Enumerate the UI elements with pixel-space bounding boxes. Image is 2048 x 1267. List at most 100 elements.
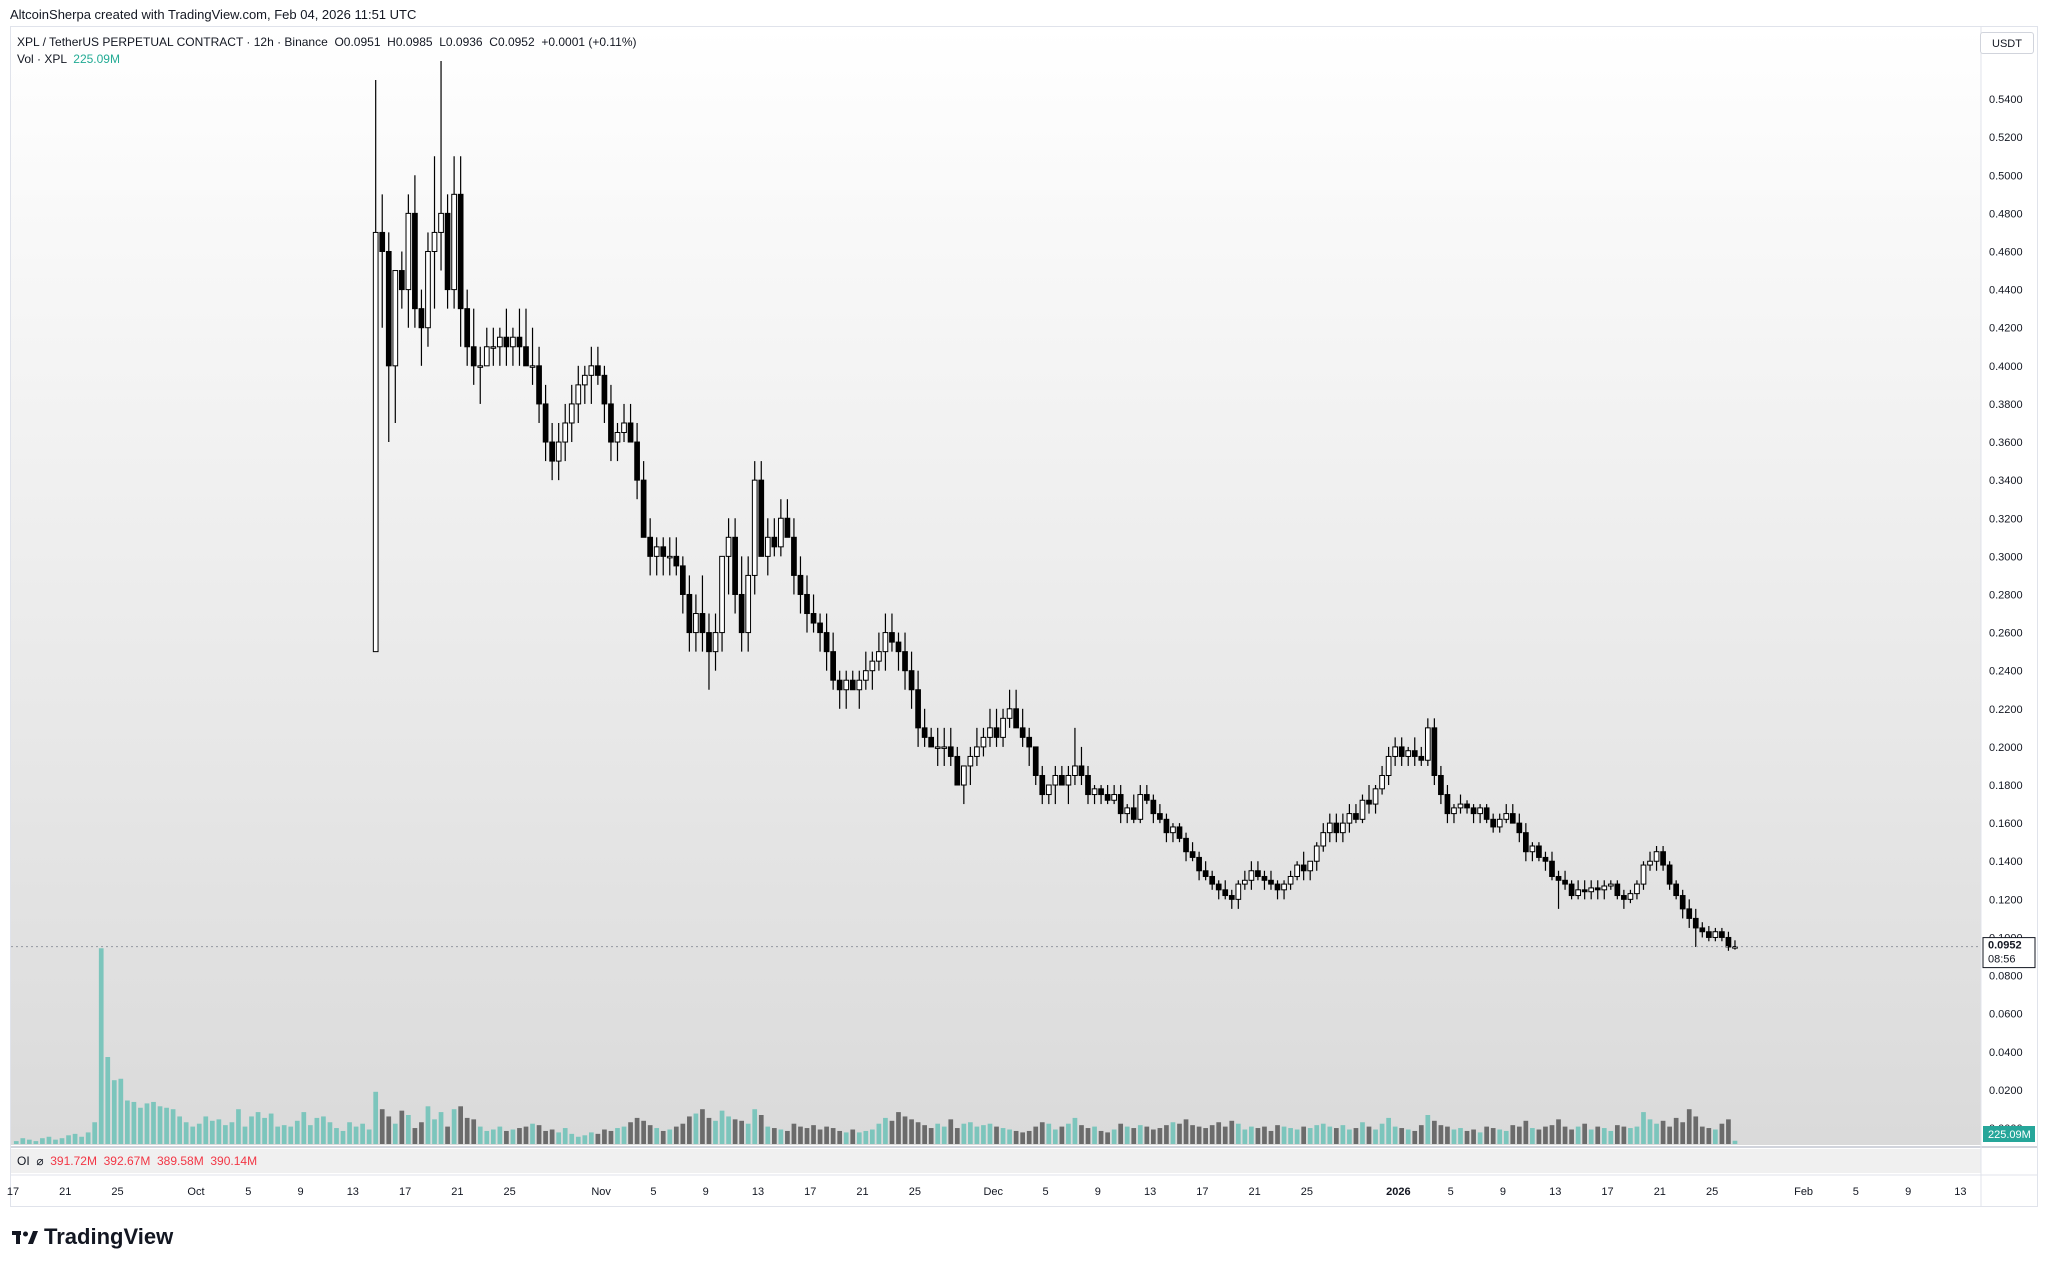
time-tick-label: 13	[752, 1186, 764, 1198]
candle-body	[1575, 889, 1581, 897]
candle-body	[732, 536, 738, 595]
volume-bar	[1549, 1125, 1555, 1144]
volume-bar	[588, 1132, 594, 1144]
candle-body	[686, 593, 693, 634]
volume-bar	[125, 1100, 130, 1144]
candle-body	[993, 727, 1000, 738]
price-tick-label: 0.5000	[1989, 170, 2023, 182]
volume-bar	[1353, 1128, 1359, 1144]
candle-body	[1372, 788, 1379, 805]
candle-body	[666, 555, 673, 559]
volume-bar	[1235, 1123, 1241, 1144]
candle-body	[830, 651, 836, 681]
time-axis[interactable]: 17 21 25 Oct 5 9 13 17 21 25 Nov 5 9 13 17 21 25 Dec 5 9 13 1…	[7, 1186, 1967, 1198]
candle-body	[1444, 794, 1451, 815]
candle-body	[562, 422, 569, 443]
volume-bar	[347, 1122, 352, 1144]
volume-bar	[843, 1132, 849, 1144]
currency-button[interactable]: USDT	[1980, 32, 2034, 54]
candle-body	[510, 336, 516, 348]
candle-body	[1712, 931, 1719, 938]
volume-bar	[1595, 1126, 1601, 1144]
volume-bar	[209, 1120, 215, 1144]
price-tick-label: 0.2200	[1989, 704, 2023, 716]
candle-body	[1137, 794, 1144, 820]
candle-body	[974, 746, 980, 757]
volume-bar	[1000, 1128, 1006, 1144]
candle-body	[1287, 875, 1294, 885]
price-tick-label: 0.2600	[1989, 628, 2023, 640]
volume-bar	[1327, 1126, 1333, 1144]
time-tick-label: Dec	[983, 1186, 1003, 1198]
volume-bar	[758, 1115, 764, 1144]
oi-label[interactable]: OI	[17, 1154, 30, 1168]
tradingview-logo-icon	[12, 1231, 38, 1244]
oi-value-1: 391.72M	[50, 1154, 97, 1168]
volume-bar	[1288, 1128, 1293, 1144]
candle-body	[1340, 822, 1346, 834]
brand-logo[interactable]: TradingView	[12, 1224, 173, 1250]
price-tick-label: 0.3000	[1989, 551, 2023, 563]
legend-symbol[interactable]: XPL / TetherUS PERPETUAL CONTRACT · 12h …	[17, 35, 328, 49]
volume-bar	[392, 1123, 398, 1144]
volume-bar	[268, 1113, 274, 1144]
candle-body	[1457, 803, 1464, 809]
candle-body	[987, 727, 993, 738]
price-tag-price: 0.0952	[1988, 940, 2022, 952]
legend-o-label: O	[334, 35, 344, 49]
volume-bar	[549, 1129, 555, 1144]
candle-body	[849, 679, 856, 691]
volume-bar	[798, 1126, 803, 1144]
candle-body	[1235, 883, 1242, 900]
volume-bar	[1320, 1123, 1326, 1144]
volume-bar	[647, 1125, 653, 1144]
price-tick-label: 0.4600	[1989, 246, 2023, 258]
candle-body	[745, 574, 752, 634]
candle-body	[1111, 794, 1118, 801]
candle-body	[523, 346, 529, 367]
volume-bar	[353, 1126, 359, 1144]
candle-body	[1379, 774, 1385, 790]
candle-body	[1725, 936, 1732, 948]
time-tick-label: Feb	[1794, 1186, 1813, 1198]
candle-body	[1392, 746, 1399, 757]
candle-body	[575, 384, 582, 405]
volume-bar	[850, 1129, 856, 1144]
volume-bar	[830, 1128, 836, 1144]
volume-bar	[138, 1107, 143, 1144]
candle-body	[1104, 794, 1111, 801]
candle-body	[1418, 755, 1425, 761]
volume-bar	[131, 1101, 137, 1144]
volume-legend-label[interactable]: Vol · XPL	[17, 52, 67, 66]
time-tick-label: 9	[1905, 1186, 1911, 1198]
volume-bar	[915, 1122, 921, 1144]
volume-bar	[706, 1117, 712, 1144]
candle-body	[856, 679, 863, 691]
candle-body	[1065, 774, 1072, 786]
price-tick-label: 0.2400	[1989, 666, 2023, 678]
volume-bar	[1340, 1125, 1346, 1144]
candles	[372, 60, 1738, 951]
candle-body	[1621, 895, 1627, 900]
volume-bar	[1628, 1128, 1633, 1144]
time-tick-label: 2026	[1386, 1186, 1410, 1198]
volume-bar	[406, 1115, 411, 1144]
price-axis[interactable]: 0.00000.02000.04000.06000.08000.10000.12…	[1989, 94, 2023, 1135]
volume-bar	[1059, 1126, 1065, 1144]
volume-bar	[190, 1126, 196, 1144]
volume-bar	[1536, 1129, 1542, 1144]
volume-bar	[1490, 1128, 1496, 1144]
candle-body	[869, 660, 876, 672]
price-tick-label: 0.3600	[1989, 437, 2023, 449]
candle-body	[1085, 774, 1091, 796]
candle-body	[1228, 895, 1235, 900]
candle-body	[941, 746, 948, 749]
volume-bar	[1713, 1129, 1718, 1144]
volume-bar	[523, 1126, 529, 1144]
volume-legend-value: 225.09M	[73, 52, 120, 66]
volume-bar	[1020, 1132, 1026, 1144]
volume-bar	[164, 1107, 169, 1144]
candle-body	[497, 336, 503, 348]
legend-c-label: C	[489, 35, 498, 49]
